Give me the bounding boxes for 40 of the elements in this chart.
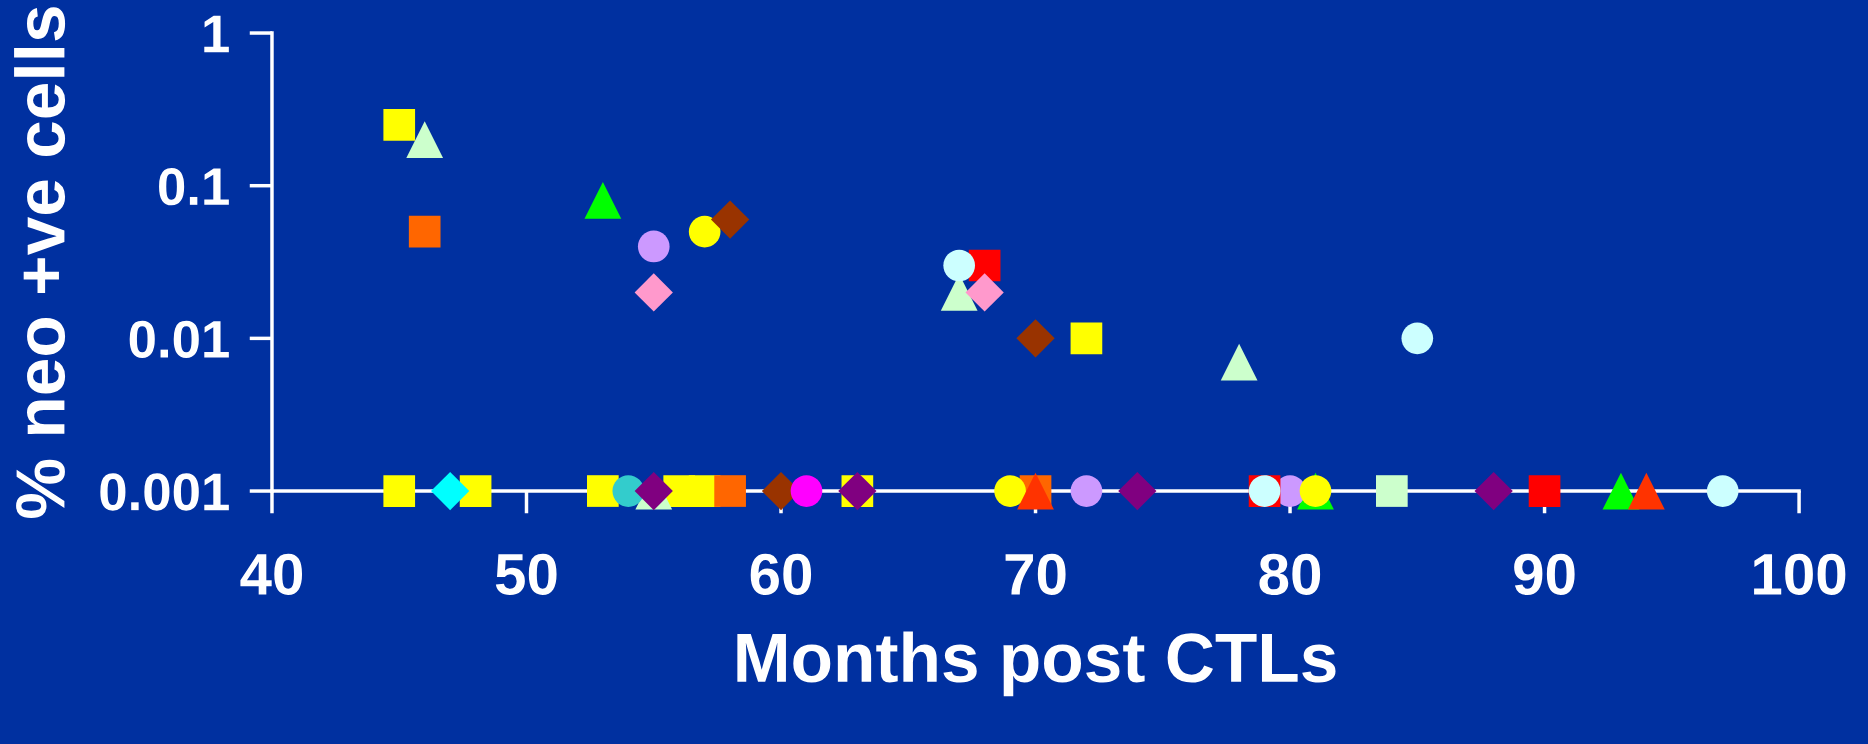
point — [584, 182, 622, 219]
point — [994, 475, 1026, 507]
x-tick-label: 40 — [240, 553, 303, 595]
y-tick-label: 1 — [204, 15, 229, 53]
point — [634, 273, 673, 312]
point — [408, 215, 441, 248]
point — [406, 121, 444, 159]
x-tick-label: 50 — [495, 553, 557, 595]
point — [1474, 471, 1513, 511]
x-tick-label: 60 — [750, 553, 812, 595]
point — [790, 475, 823, 507]
point — [1706, 475, 1739, 507]
x-tick-label: 90 — [1514, 553, 1575, 595]
x-axis-title: Months post CTLs — [737, 631, 1336, 697]
point — [459, 475, 492, 507]
point — [1016, 319, 1055, 358]
point — [637, 230, 670, 263]
point — [965, 273, 1004, 312]
y-tick-label: 0.1 — [159, 167, 229, 206]
point — [383, 475, 416, 507]
x-tick-label: 80 — [1259, 553, 1321, 595]
x-tick-label: 70 — [1005, 553, 1066, 595]
point — [431, 471, 470, 511]
point — [1401, 322, 1434, 355]
point — [710, 200, 750, 239]
point — [1528, 475, 1561, 507]
point — [1070, 475, 1103, 507]
point — [943, 249, 976, 282]
point — [714, 475, 746, 507]
point — [1376, 475, 1408, 507]
point — [383, 109, 416, 141]
y-tick-label: 0.01 — [129, 320, 229, 359]
x-tick-label: 100 — [1754, 553, 1846, 595]
point — [1220, 343, 1258, 381]
y-axis-title: % neo +ve cells — [14, 7, 66, 518]
point — [1627, 472, 1665, 510]
y-tick-label: 0.001 — [100, 473, 229, 511]
point — [688, 215, 721, 248]
point — [1118, 471, 1157, 511]
point — [1070, 322, 1103, 355]
